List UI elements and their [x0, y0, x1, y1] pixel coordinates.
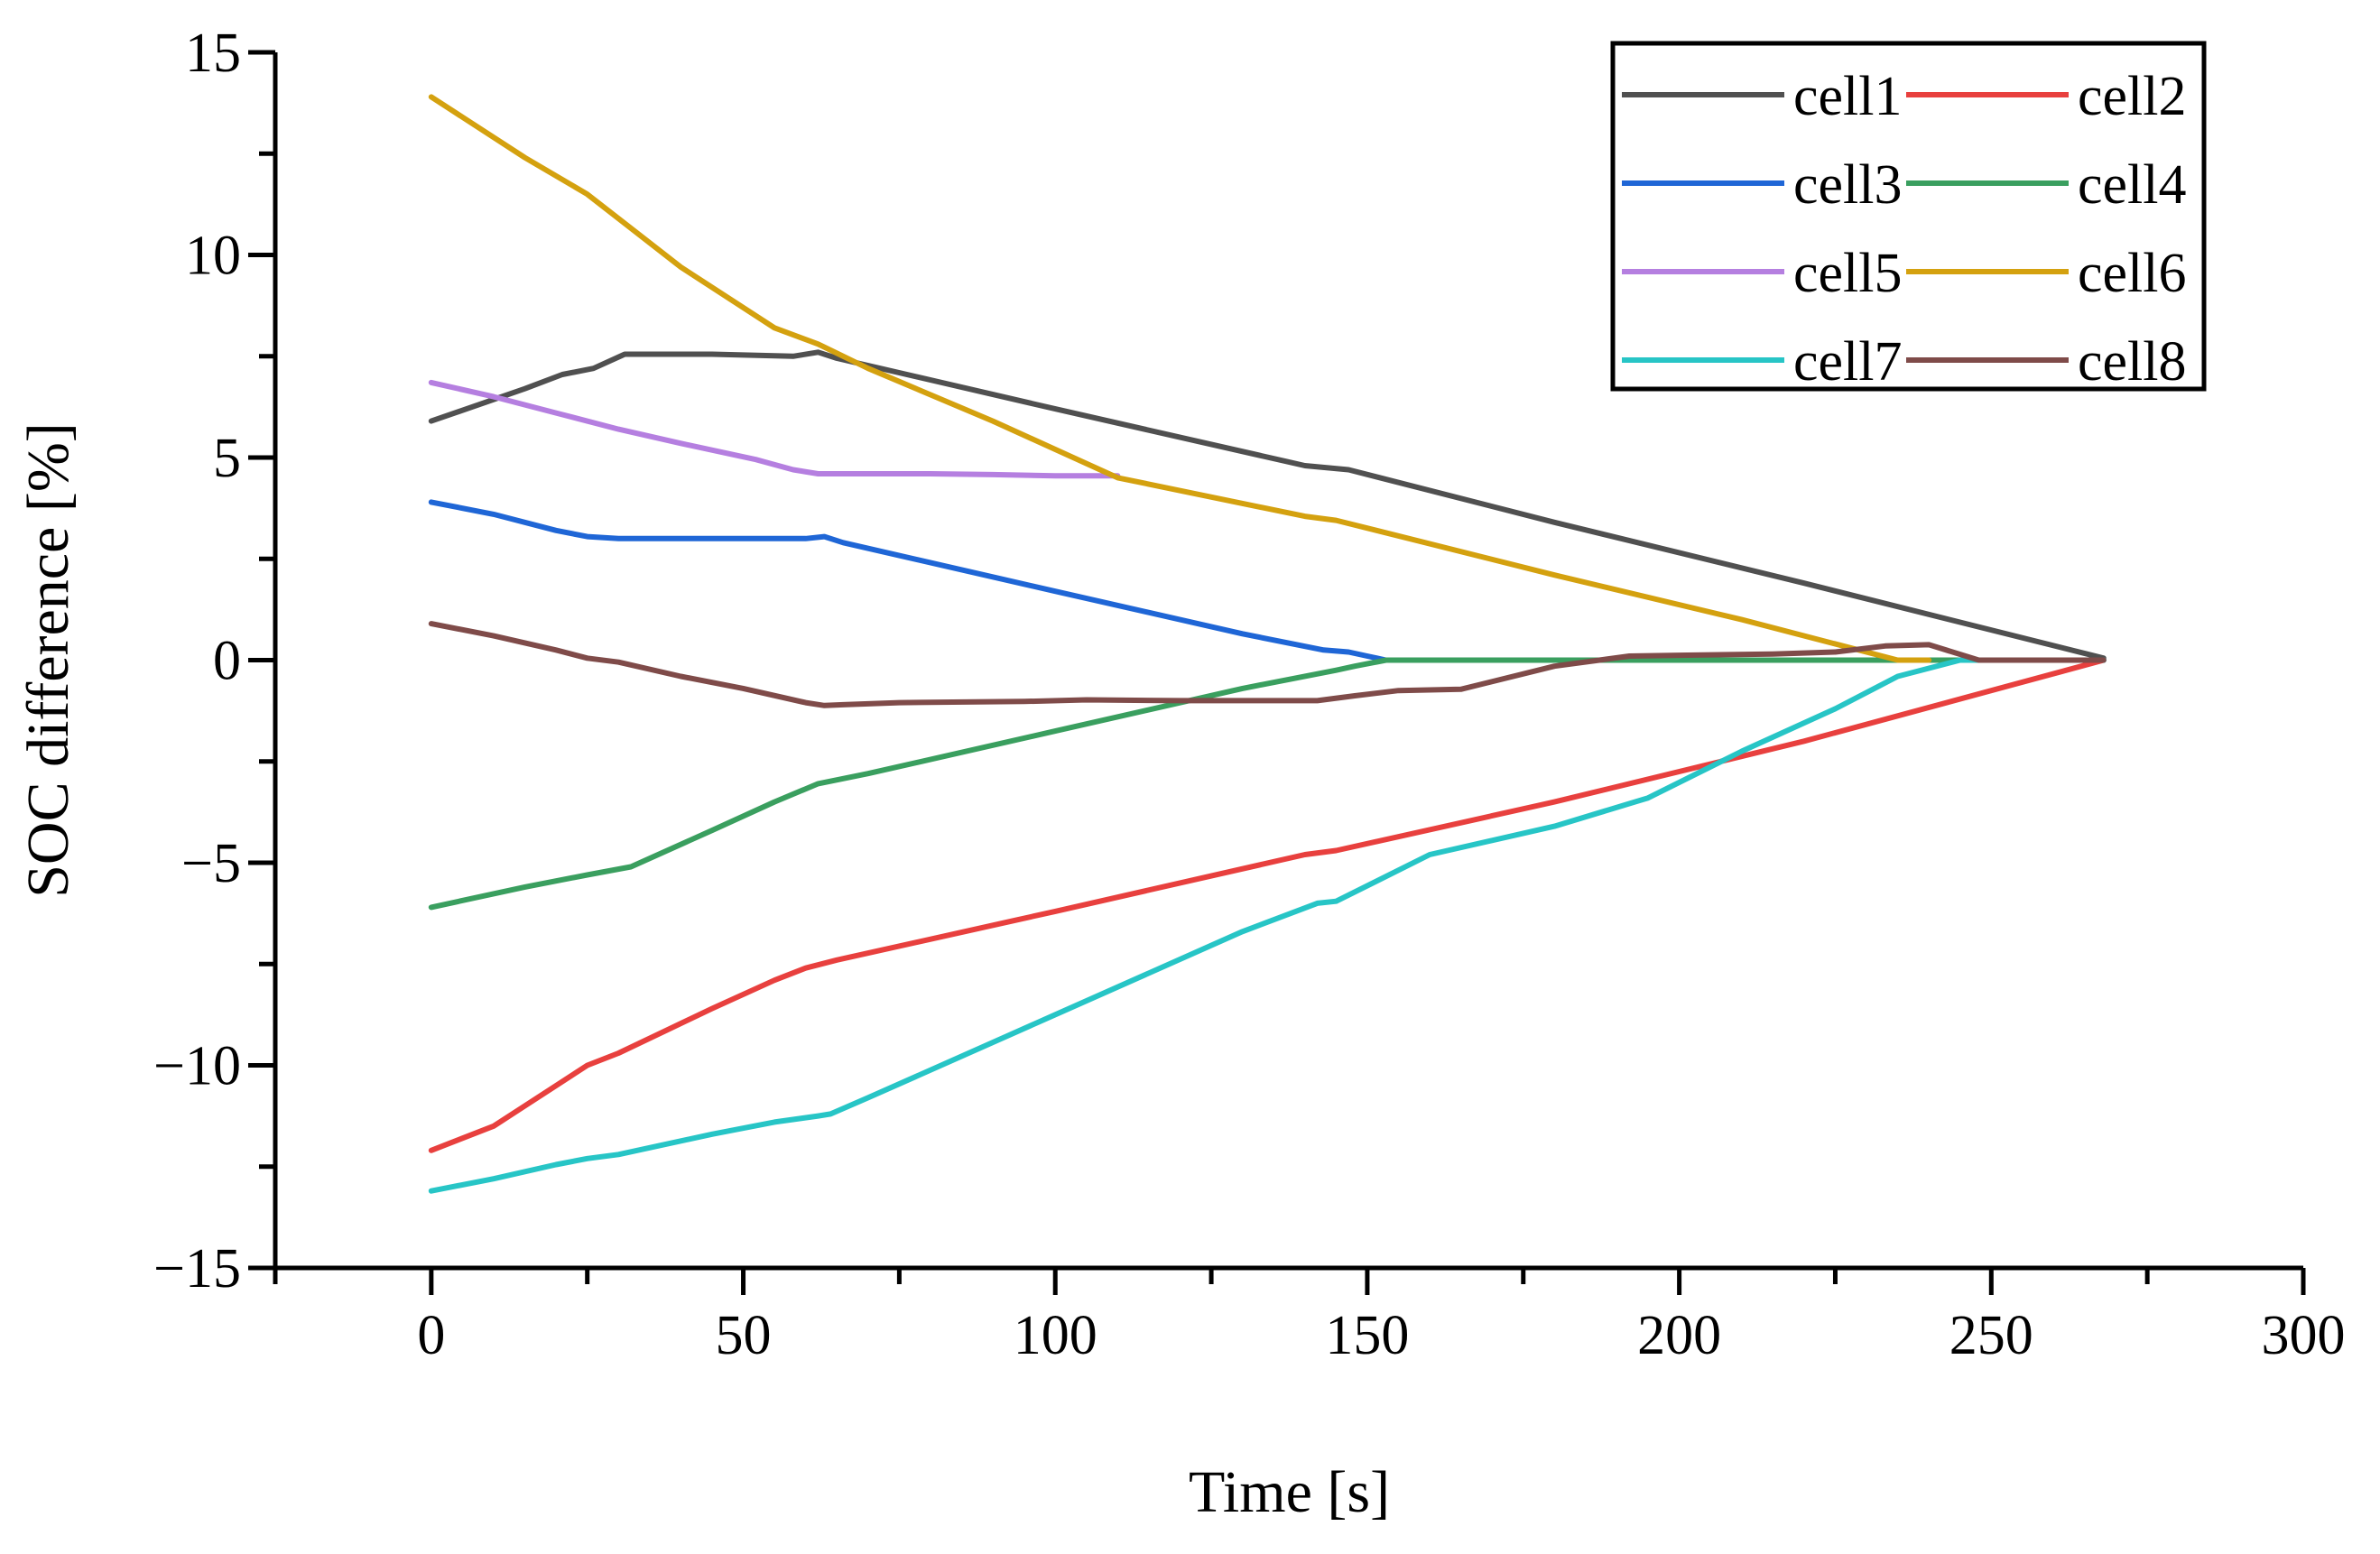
series-line-cell2: [428, 657, 2107, 1153]
series-line-cell3: [428, 499, 2107, 663]
y-tick-label: −15: [153, 1238, 241, 1300]
y-axis-title: SOC difference [%]: [15, 422, 81, 898]
legend-label-cell5: cell5: [1793, 243, 1903, 304]
y-tick-label: 0: [213, 631, 241, 692]
x-tick-label: 0: [417, 1305, 445, 1366]
legend-label-cell2: cell2: [2078, 66, 2187, 127]
legend-frame: [1610, 41, 2207, 392]
series-line-cell7: [428, 657, 2107, 1194]
y-tick-label: 10: [185, 226, 241, 287]
y-tick-label: −5: [181, 833, 241, 894]
legend-label-cell8: cell8: [2078, 331, 2187, 393]
series-line-cell6: [428, 94, 1932, 663]
x-tick-label: 150: [1325, 1305, 1409, 1366]
series-line-cell8: [428, 621, 2107, 708]
y-tick-label: 5: [213, 428, 241, 489]
series-line-cell1: [428, 349, 2107, 661]
x-axis-title: Time [s]: [1189, 1459, 1390, 1525]
legend: cell1 cell2 cell3 cell4 cell5 cell6 cell7 cell8: [1610, 41, 2207, 393]
x-tick-label: 250: [1949, 1305, 2033, 1366]
axes: 0 50 100 150 200 250 300 −15 −10 −5 0 5 10 15: [153, 23, 2345, 1366]
y-tick-label: 15: [185, 23, 241, 84]
x-tick-label: 300: [2262, 1305, 2346, 1366]
y-tick-label: −10: [153, 1036, 241, 1097]
x-tick-label: 50: [716, 1305, 772, 1366]
x-tick-label: 200: [1637, 1305, 1721, 1366]
series-line-cell5: [428, 379, 1121, 479]
series-line-cell4: [428, 657, 2107, 911]
plot-lines: [428, 94, 2107, 1194]
legend-label-cell4: cell4: [2078, 154, 2187, 216]
legend-label-cell7: cell7: [1793, 331, 1903, 393]
legend-label-cell6: cell6: [2078, 243, 2187, 304]
legend-label-cell1: cell1: [1793, 66, 1903, 127]
x-tick-label: 100: [1014, 1305, 1097, 1366]
legend-label-cell3: cell3: [1793, 154, 1903, 216]
